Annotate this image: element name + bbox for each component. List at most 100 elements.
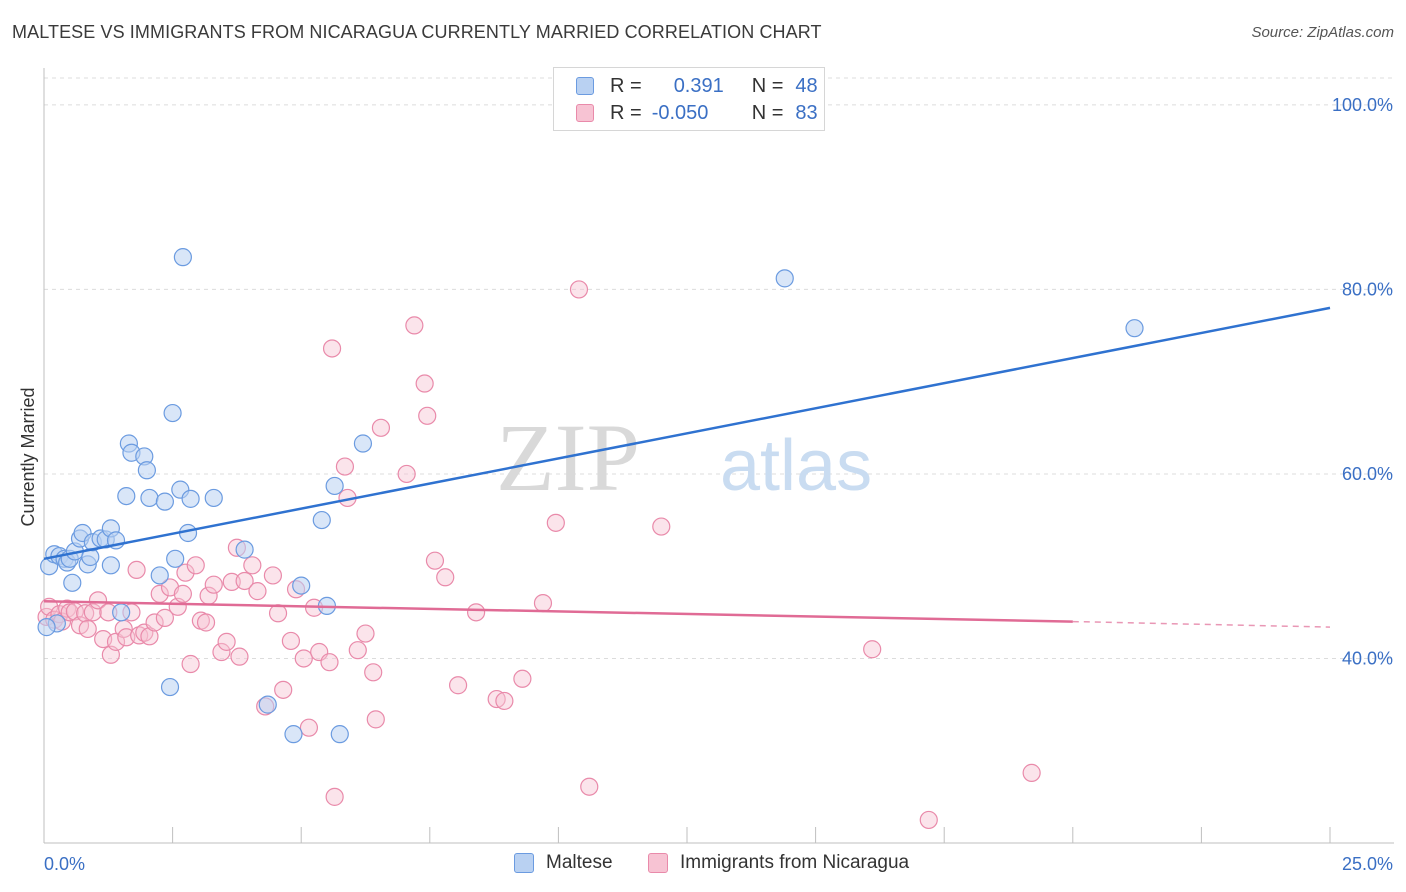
maltese-point: [330, 725, 349, 744]
maltese-trendline: [43, 306, 1331, 561]
legend-row-maltese: R = 0.391 N = 48: [576, 74, 818, 98]
maltese-point: [353, 434, 373, 453]
nicaragua-point: [371, 418, 391, 437]
n-label: N =: [751, 101, 784, 124]
nicaragua-point: [181, 654, 200, 674]
maltese-point: [140, 488, 159, 508]
nicaragua-point: [425, 551, 445, 570]
watermark-atlas: atlas: [720, 426, 872, 506]
nicaragua-point: [863, 640, 882, 659]
maltese-point: [117, 486, 136, 506]
nicaragua-point: [173, 584, 192, 603]
legend-item-nicaragua[interactable]: Immigrants from Nicaragua: [648, 852, 909, 874]
nicaragua-point: [204, 575, 223, 594]
n-label: N =: [751, 74, 784, 97]
trend-lines: [43, 306, 1331, 628]
nicaragua-point: [76, 604, 95, 623]
nicaragua-point: [196, 613, 216, 632]
nicaragua-point: [418, 406, 437, 425]
maltese-point: [173, 248, 192, 267]
maltese-point: [63, 573, 82, 592]
nicaragua-point: [366, 710, 385, 729]
y-tick-label: 80.0%: [1342, 279, 1393, 299]
nicaragua-trendline-extension: [1072, 620, 1331, 628]
y-tick-label: 100.0%: [1332, 95, 1393, 115]
nicaragua-point: [274, 680, 293, 699]
maltese-point: [312, 510, 331, 530]
nicaragua-point: [533, 594, 553, 613]
maltese-point: [160, 677, 180, 697]
source-label: Source: ZipAtlas.com: [1251, 24, 1394, 41]
nicaragua-swatch: [576, 104, 594, 122]
r-label: R =: [610, 101, 642, 124]
maltese-point: [235, 540, 254, 559]
nicaragua-points: [37, 280, 1041, 830]
nicaragua-point: [243, 556, 262, 575]
legend-row-nicaragua: R = -0.050 N = 83: [576, 101, 818, 125]
maltese-point: [37, 618, 56, 637]
nicaragua-point: [919, 810, 938, 830]
nicaragua-point: [155, 608, 174, 627]
nicaragua-point: [268, 604, 288, 623]
nicaragua-point: [322, 339, 342, 358]
nicaragua-point: [1022, 763, 1041, 782]
nicaragua-point: [495, 691, 514, 711]
nicaragua-point: [299, 718, 319, 737]
nicaragua-point: [83, 603, 102, 622]
nicaragua-point: [176, 563, 195, 582]
legend-item-maltese[interactable]: Maltese: [514, 852, 613, 874]
nicaragua-point: [415, 374, 434, 393]
nicaragua-point: [466, 603, 486, 622]
maltese-point: [181, 489, 200, 508]
maltese-point: [166, 549, 185, 568]
maltese-point: [137, 461, 156, 480]
r-value: -0.050: [651, 101, 709, 124]
maltese-point: [204, 488, 223, 508]
chart-title: MALTESE VS IMMIGRANTS FROM NICARAGUA CUR…: [12, 22, 822, 42]
nicaragua-point: [217, 632, 236, 651]
nicaragua-point: [569, 280, 589, 299]
y-axis-title: Currently Married: [18, 387, 38, 526]
nicaragua-point: [325, 787, 344, 806]
maltese-point: [258, 695, 277, 714]
legend-label-maltese: Maltese: [546, 852, 613, 873]
nicaragua-point: [235, 571, 254, 591]
nicaragua-point: [212, 642, 231, 662]
axis-labels: 40.0% 60.0% 80.0% 100.0% 0.0% 25.0%: [44, 95, 1393, 874]
nicaragua-point: [140, 627, 159, 646]
nicaragua-point: [60, 603, 79, 622]
correlation-legend: R = 0.391 N = 48 R = -0.050 N = 83: [553, 67, 825, 131]
nicaragua-point: [448, 676, 468, 695]
nicaragua-point: [320, 653, 339, 672]
x-tick-label-min: 0.0%: [44, 854, 85, 874]
maltese-point: [325, 476, 344, 496]
nicaragua-point: [356, 624, 375, 643]
maltese-point: [1125, 319, 1144, 338]
maltese-point: [775, 269, 794, 288]
nicaragua-point: [348, 641, 367, 660]
axes: [43, 68, 1394, 844]
nicaragua-point: [145, 613, 164, 632]
nicaragua-point: [513, 669, 532, 688]
nicaragua-point: [186, 556, 205, 575]
series-legend: Maltese Immigrants from Nicaragua: [0, 852, 1406, 878]
nicaragua-point: [127, 560, 146, 580]
maltese-point: [150, 566, 169, 585]
nicaragua-point: [263, 566, 283, 585]
nicaragua-point: [335, 457, 355, 476]
nicaragua-point: [78, 619, 97, 639]
nicaragua-point: [281, 631, 301, 651]
n-value: 83: [795, 101, 818, 124]
nicaragua-trendline: [43, 600, 1073, 623]
nicaragua-point: [222, 572, 241, 591]
nicaragua-point: [230, 647, 249, 666]
nicaragua-point: [248, 582, 267, 601]
nicaragua-point: [436, 568, 455, 587]
maltese-swatch: [576, 77, 594, 95]
maltese-points: [37, 248, 1144, 744]
nicaragua-point: [397, 464, 416, 484]
maltese-point: [284, 725, 303, 744]
x-tick-label-max: 25.0%: [1342, 854, 1393, 874]
maltese-point: [163, 403, 182, 423]
maltese-point: [292, 576, 311, 595]
